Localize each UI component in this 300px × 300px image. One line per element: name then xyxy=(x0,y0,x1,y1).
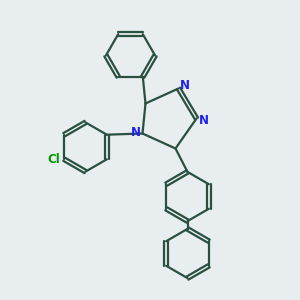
Text: N: N xyxy=(131,125,141,139)
Text: N: N xyxy=(199,113,209,127)
Text: Cl: Cl xyxy=(47,153,60,166)
Text: N: N xyxy=(180,79,190,92)
